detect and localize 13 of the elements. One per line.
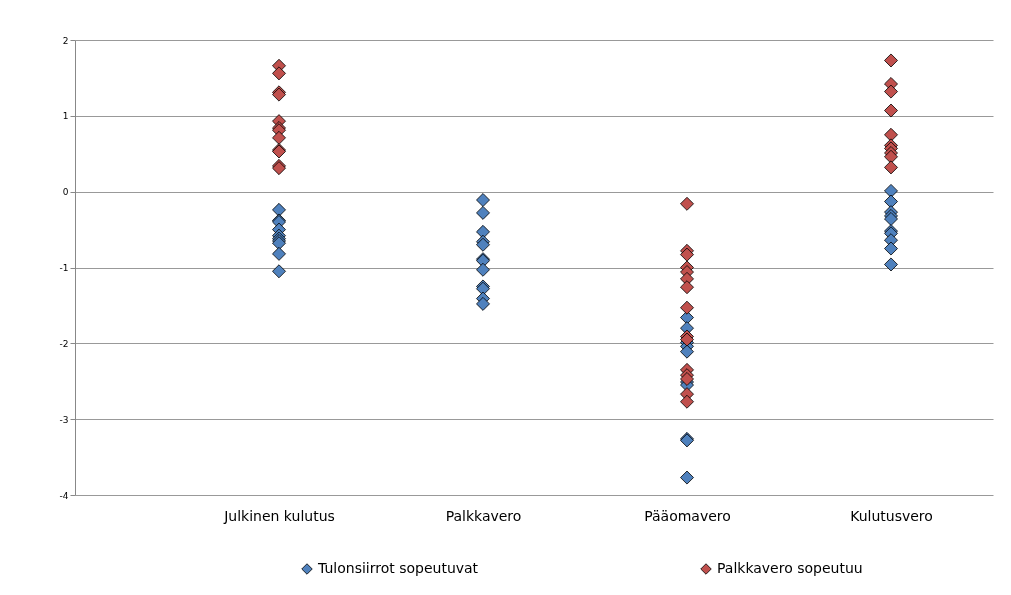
legend-label: Palkkavero sopeutuu	[717, 560, 863, 576]
y-tick-label: -4	[59, 490, 69, 501]
y-tick-label: -3	[59, 414, 69, 425]
x-tick-label: Kulutusvero	[850, 507, 933, 524]
y-tick-label: -2	[59, 338, 69, 349]
y-tick-label: 0	[62, 187, 69, 198]
x-tick-label: Julkinen kulutus	[223, 507, 335, 524]
x-tick-label: Palkkavero	[445, 507, 522, 524]
x-tick-label: Pääomavero	[644, 507, 731, 524]
y-tick-label: 1	[62, 111, 69, 122]
y-tick-label: -1	[59, 263, 69, 273]
y-tick-label: 2	[62, 35, 69, 46]
legend-label: Tulonsiirrot sopeutuvat	[317, 560, 479, 576]
